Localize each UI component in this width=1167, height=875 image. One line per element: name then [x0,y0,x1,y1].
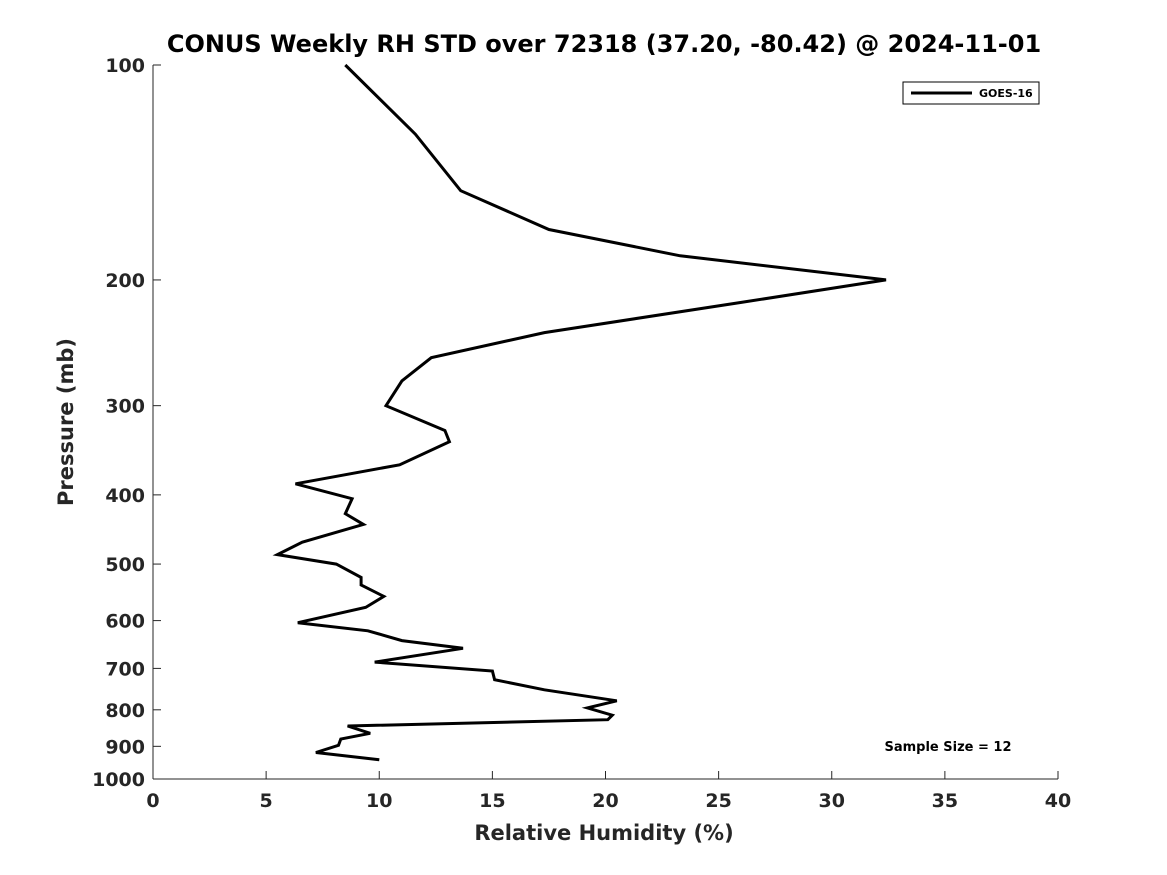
y-tick-label: 400 [105,485,145,507]
x-tick-label: 40 [1045,790,1071,812]
x-tick-label: 10 [366,790,392,812]
legend: GOES-16 [902,81,1040,105]
y-tick-label: 600 [105,611,145,633]
x-tick-label: 35 [932,790,958,812]
legend-label-goes-16: GOES-16 [979,87,1033,100]
x-tick-label: 20 [592,790,618,812]
x-tick-label: 25 [705,790,731,812]
y-tick-label: 800 [105,700,145,722]
x-ticks: 0 5 10 15 20 25 30 35 40 [146,771,1071,812]
y-tick-label: 700 [105,658,145,680]
series-line-goes-16 [272,63,887,762]
y-tick-label: 1000 [92,769,145,791]
y-tick-label: 900 [105,736,145,758]
plot-area [153,65,1058,779]
sample-size-annotation: Sample Size = 12 [884,740,1011,755]
x-tick-label: 5 [260,790,273,812]
series-layer [272,63,887,762]
x-tick-label: 0 [146,790,159,812]
y-tick-label: 300 [105,396,145,418]
x-axis-label: Relative Humidity (%) [474,821,733,845]
y-axis-label: Pressure (mb) [54,338,78,506]
chart-title: CONUS Weekly RH STD over 72318 (37.20, -… [167,30,1041,58]
x-tick-label: 30 [819,790,845,812]
x-tick-label: 15 [479,790,505,812]
y-tick-label: 500 [105,554,145,576]
y-tick-label: 100 [105,55,145,77]
y-tick-label: 200 [105,270,145,292]
y-ticks: 100 200 300 400 500 600 700 800 900 1000 [92,55,161,791]
